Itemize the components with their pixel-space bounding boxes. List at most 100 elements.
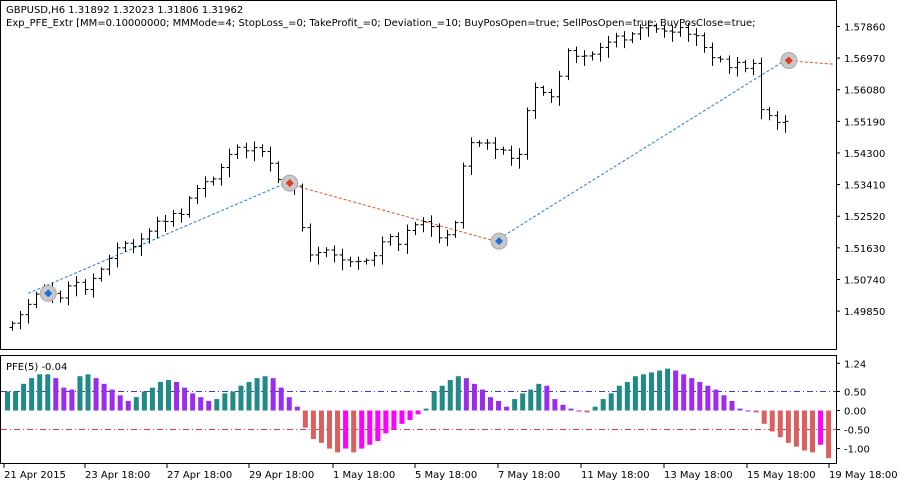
pfe-bar [826,410,832,459]
price-tick-label: 1.49850 [844,307,885,318]
pfe-bar [504,406,510,411]
price-pane[interactable] [0,0,837,350]
pfe-bar [214,399,220,411]
buy-signal-marker [44,289,53,298]
time-tick-label: 15 May 18:00 [747,470,816,481]
pfe-bar [254,378,260,411]
time-axis: 21 Apr 2015 23 Apr 18:00 27 Apr 18:00 29 Ap… [3,464,898,481]
time-tick-label: 1 May 18:00 [333,470,395,481]
pfe-bar [640,374,646,411]
expert-header: Exp_PFE_Extr [MM=0.10000000; MMMode=4; S… [6,18,756,29]
pfe-bar [447,380,453,411]
pfe-bar [85,374,91,411]
pfe-bar [552,399,558,411]
price-tick-label: 1.57860 [844,22,885,33]
pfe-bar [689,378,695,411]
pfe-bar [488,397,493,411]
pfe-bar [592,406,598,411]
price-tick-label: 1.55190 [844,117,885,128]
pfe-bar [198,397,204,411]
pfe-bar [399,410,405,424]
sell-trendline [784,60,834,65]
trendlines [27,60,834,294]
pfe-bar [818,410,824,445]
indicator-tick-label: 0.50 [844,387,866,398]
pfe-bar [721,395,727,411]
time-tick-label: 19 May 18:00 [829,470,898,481]
pfe-bar [496,400,502,411]
pfe-bar [769,410,775,432]
signal-markers [39,52,798,302]
time-tick-label: 5 May 18:00 [415,470,477,481]
pfe-bar [5,391,10,411]
indicator-label: PFE(5) -0.04 [6,362,67,373]
pfe-bar [318,410,324,443]
price-tick-label: 1.50740 [844,275,885,286]
pfe-bar [375,410,381,441]
pfe-bar [745,410,751,412]
pfe-bar [109,389,115,411]
indicator-pane[interactable] [0,355,837,464]
sell-signal-marker [285,179,294,188]
pfe-bar [294,406,300,411]
pfe-bar [737,408,743,411]
pfe-bar [286,397,292,411]
pfe-bar [222,393,228,411]
pfe-bar [141,391,147,411]
pfe-bar [520,393,526,411]
pfe-bar [785,410,791,443]
pfe-bar [13,391,19,411]
pfe-bar [471,383,477,411]
pfe-bar [423,408,429,411]
pfe-bar [166,380,171,411]
time-tick-label: 23 Apr 18:00 [85,470,150,481]
pfe-bar [69,389,75,411]
pfe-bar [53,378,59,411]
pfe-bar [133,397,139,411]
time-tick-label: 13 May 18:00 [664,470,733,481]
pfe-bar [77,376,83,411]
symbol-header: GBPUSD,H6 1.31892 1.32023 1.31806 1.3196… [6,5,243,16]
pfe-bar [544,385,550,411]
pfe-bar [753,410,759,413]
pfe-bar [343,410,349,449]
pfe-bar [810,410,815,453]
pfe-bar [125,400,131,411]
pfe-bar [665,368,671,411]
buy-trendline [494,60,786,242]
pfe-bar [705,385,711,411]
price-tick-label: 1.56970 [844,54,885,65]
pfe-bar [302,410,308,428]
pfe-bar [101,383,107,411]
pfe-bar [238,385,244,411]
pfe-bar [793,410,799,447]
indicator-tick-label: -1.00 [844,445,870,456]
pfe-bar [616,385,622,411]
pfe-bar [584,410,590,413]
price-tick-label: 1.53410 [844,181,885,192]
pfe-bar [230,391,236,411]
pfe-bar [560,404,566,411]
pfe-bar [632,376,638,411]
pfe-bar [568,408,574,411]
pfe-bar [206,400,212,411]
pfe-bar [278,387,284,411]
pfe-bar [761,410,767,424]
price-tick-label: 1.51630 [844,244,885,255]
time-tick-label: 7 May 18:00 [498,470,560,481]
pfe-bar [327,410,332,449]
price-axis: 1.57860 1.56970 1.56080 1.55190 1.54300 1.534… [836,22,885,318]
pfe-bar [359,410,365,449]
time-tick-label: 11 May 18:00 [581,470,650,481]
pfe-bar [649,372,654,411]
pfe-bar [713,389,719,411]
pfe-bar [270,378,276,411]
pfe-bar [29,378,35,411]
pfe-bar [729,400,735,411]
pfe-bar [455,376,461,411]
pfe-bar [600,399,606,411]
indicator-levels [1,390,836,431]
buy-trendline [27,182,286,294]
pfe-bar [182,387,188,411]
